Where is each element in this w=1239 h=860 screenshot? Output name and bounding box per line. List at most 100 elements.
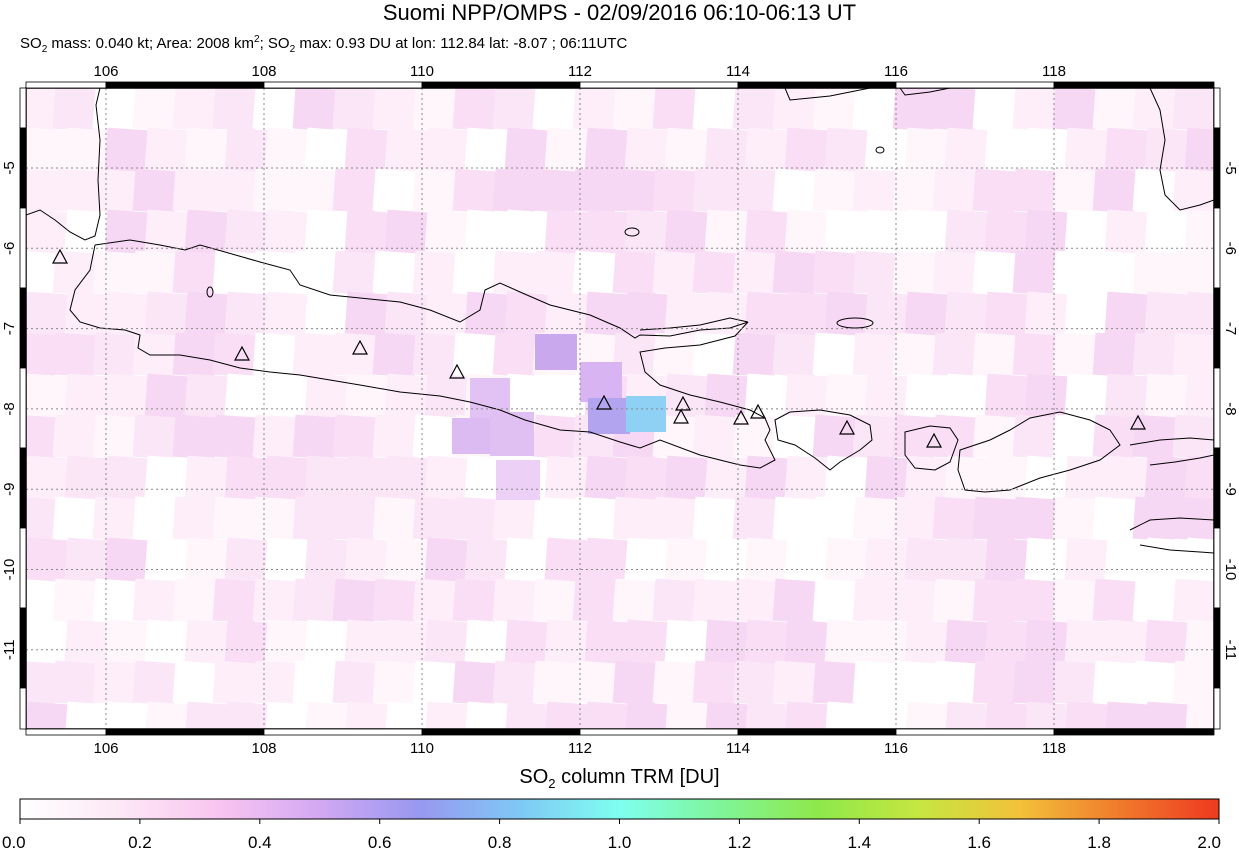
so2-pixel [732,496,778,542]
so2-pixel [292,168,338,214]
so2-pixel [1024,537,1070,583]
so2-pixel [1052,578,1098,624]
island-bawean [875,146,885,154]
so2-pixel [384,127,430,173]
so2-pixel [252,88,298,132]
so2-pixel [384,537,430,583]
frame-segment [1053,81,1215,89]
so2-pixel [264,209,310,255]
so2-pixel [1012,88,1058,132]
so2-pixel [332,332,378,378]
so2-pixel [984,127,1030,173]
so2-pixel [1024,209,1070,255]
coastline-java [69,239,776,469]
volcano-triangle-icon [674,395,692,411]
so2-pixel [384,209,430,255]
so2-pixel [584,619,630,665]
so2-pixel [1092,332,1138,378]
so2-pixel [1024,455,1070,501]
so2-pixel [744,127,790,173]
so2-pixel [584,537,630,583]
so2-pixel [52,496,98,542]
so2-pixel [692,496,738,542]
so2-pixel [104,537,150,583]
frame-segment [25,728,107,736]
so2-pixel [344,619,390,665]
so2-pixel [932,88,978,132]
so2-pixel [452,660,498,706]
frame-segment [421,728,581,736]
so2-pixel [892,496,938,542]
volcano-triangle-icon [672,408,690,424]
lat-tick-label: -8 [1,402,18,415]
so2-pixel [1024,291,1070,337]
so2-pixel [1184,291,1214,337]
so2-pixel [424,373,470,419]
so2-pixel [824,373,870,419]
so2-pixel [26,619,70,665]
so2-pixel [1172,250,1214,296]
so2-pixel [812,660,858,706]
lat-tick-label: -6 [1,242,18,255]
so2-pixel [824,455,870,501]
so2-pixel [744,537,790,583]
so2-pixel [664,373,710,419]
so2-pixel [172,168,218,214]
island-kangean [836,317,874,329]
so2-pixel [1184,537,1214,583]
so2-pixel [104,291,150,337]
volcano-triangle-icon [838,419,856,435]
so2-pixel [424,455,470,501]
frame-segment [1213,687,1221,730]
so2-pixel [412,168,458,214]
map-panel: 106 106 108 108 110 110 112 112 114 114 116 116 118 1… [1,63,1239,757]
volcano-triangle-icon [51,248,69,264]
so2-pixel [984,291,1030,337]
so2-pixel [944,701,990,729]
frame-segment [263,81,423,89]
so2-pixel [264,619,310,665]
so2-pixel [904,291,950,337]
so2-pixel [944,291,990,337]
so2-pixel [692,250,738,296]
so2-pixel [624,209,670,255]
volcano-triangle-icon [233,345,251,361]
so2-pixel [212,414,258,460]
so2-pixel [544,127,590,173]
so2-pixel [26,332,58,378]
so2-pixel [144,209,190,255]
so2-pixel [692,414,738,460]
so2-pixel [772,250,818,296]
so2-pixel [1184,373,1214,419]
so2-pixel [852,88,898,132]
so2-pixel [1144,619,1190,665]
so2-pixel [1144,209,1190,255]
so2-pixel [824,537,870,583]
so2-pixel [984,373,1030,419]
so2-pixel [52,168,98,214]
so2-pixel [384,455,430,501]
so2-pixel [584,291,630,337]
frame-segment [19,447,27,529]
so2-pixel [92,250,138,296]
so2-pixel [532,168,578,214]
so2-pixel [144,127,190,173]
so2-pixel [864,209,910,255]
so2-pixel [1104,455,1150,501]
so2-pixel [172,250,218,296]
so2-pixel [932,250,978,296]
so2-pixel [744,455,790,501]
lat-tick-label: -7 [1222,322,1239,335]
colorbar-tick-label: 0.0 [2,833,26,852]
so2-pixel [492,578,538,624]
so2-pixel [172,660,218,706]
frame-segment [737,728,897,736]
frame-segment [421,81,581,89]
so2-pixel [144,537,190,583]
so2-pixel [704,701,750,729]
so2-pixel [572,168,618,214]
lat-tick-label: -7 [1,322,18,335]
so2-pixel [812,332,858,378]
so2-pixel [344,701,390,729]
so2-pixel [304,209,350,255]
